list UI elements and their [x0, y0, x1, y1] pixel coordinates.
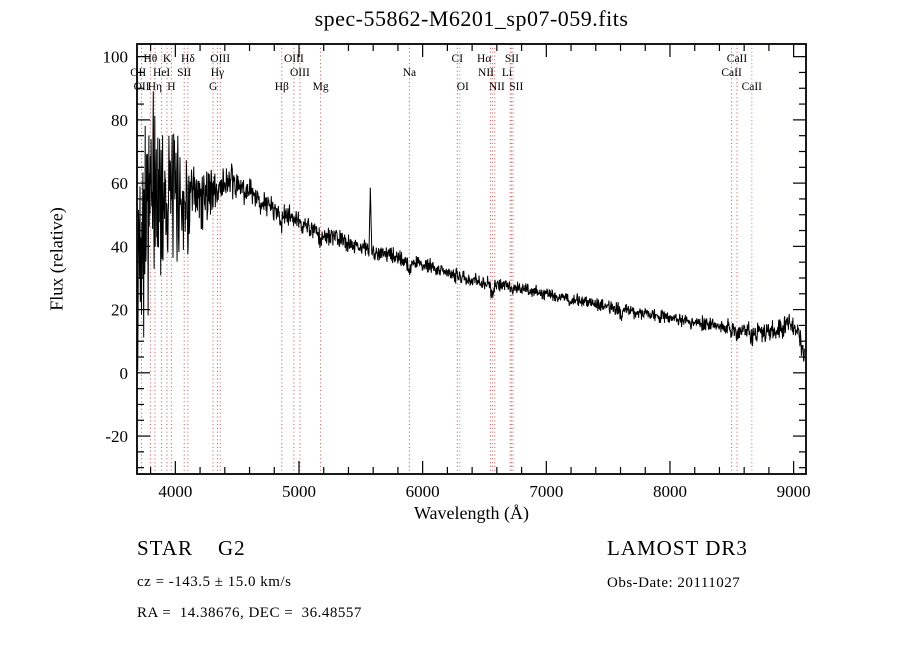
- spectral-line-label: H: [167, 81, 175, 93]
- spectral-line-label: Hβ: [275, 81, 289, 93]
- spectral-line-label: Mg: [313, 81, 329, 93]
- flux-trace-group: [136, 91, 805, 371]
- x-tick-label: 6000: [406, 482, 440, 501]
- spectral-line-label: CaII: [742, 81, 763, 93]
- classification-label: STAR G2: [137, 536, 246, 560]
- plot-title: spec-55862-M6201_sp07-059.fits: [314, 6, 629, 31]
- obs-date-value: Obs-Date: 20111027: [607, 575, 741, 591]
- spectral-line-label: CaII: [727, 53, 748, 65]
- spectral-line-label: SII: [505, 53, 519, 65]
- x-tick-label: 5000: [282, 482, 316, 501]
- spectral-line-label: Hδ: [181, 53, 195, 65]
- spectral-line-label: Hγ: [211, 67, 224, 79]
- spectral-line-label: Hθ: [143, 53, 157, 65]
- survey-release-label: LAMOST DR3: [607, 536, 748, 560]
- spectral-line-labels: OIIOIIHθHηHeIKHSIIHδGHγOIIIHβOIIIOIIIMgN…: [130, 53, 762, 93]
- spectral-line-label: SII: [177, 67, 191, 79]
- spectral-line-label: K: [163, 53, 172, 65]
- spectral-line-label: Hα: [477, 53, 491, 65]
- y-tick-label: 60: [111, 174, 128, 193]
- y-tick-label: 100: [103, 48, 129, 67]
- flux-trace: [136, 91, 805, 371]
- spectral-line-label: OI: [457, 81, 469, 93]
- x-axis-label: Wavelength (Å): [413, 503, 529, 523]
- spectral-line-label: HeI: [153, 67, 170, 79]
- y-tick-label: 80: [111, 111, 128, 130]
- y-tick-label: 20: [111, 301, 128, 320]
- spectral-line-label: CaII: [721, 67, 742, 79]
- spectral-line-markers: [141, 44, 753, 474]
- x-tick-label: 4000: [158, 482, 192, 501]
- x-tick-label: 9000: [777, 482, 811, 501]
- ra-dec-value: RA = 14.38676, DEC = 36.48557: [137, 605, 362, 621]
- spectral-line-label: Na: [403, 67, 416, 79]
- x-tick-label: 8000: [653, 482, 687, 501]
- axes: 4000 5000 6000 7000 8000 9000 100 80 60 40 20 0 -20: [103, 43, 811, 501]
- spectral-line-label: SII: [509, 81, 523, 93]
- spectral-line-label: OII: [134, 81, 150, 93]
- spectral-line-label: G: [209, 81, 217, 93]
- spectral-line-label: CI: [452, 53, 464, 65]
- spectral-line-label: OII: [130, 67, 146, 79]
- spectral-line-label: Hη: [148, 81, 162, 93]
- plot-frame: [136, 43, 807, 475]
- cz-velocity-value: cz = -143.5 ± 15.0 km/s: [137, 574, 292, 590]
- y-tick-label: 0: [120, 364, 129, 383]
- y-tick-label: 40: [111, 237, 128, 256]
- spectral-line-label: OIII: [284, 53, 304, 65]
- y-tick-label: -20: [105, 427, 128, 446]
- spectral-line-label: Li: [502, 67, 512, 79]
- x-tick-label: 7000: [529, 482, 563, 501]
- spectral-line-label: OIII: [210, 53, 230, 65]
- spectral-line-label: OIII: [290, 67, 310, 79]
- spectral-line-label: NII: [489, 81, 505, 93]
- y-axis-label: Flux (relative): [46, 207, 67, 311]
- spectral-line-label: NII: [478, 67, 494, 79]
